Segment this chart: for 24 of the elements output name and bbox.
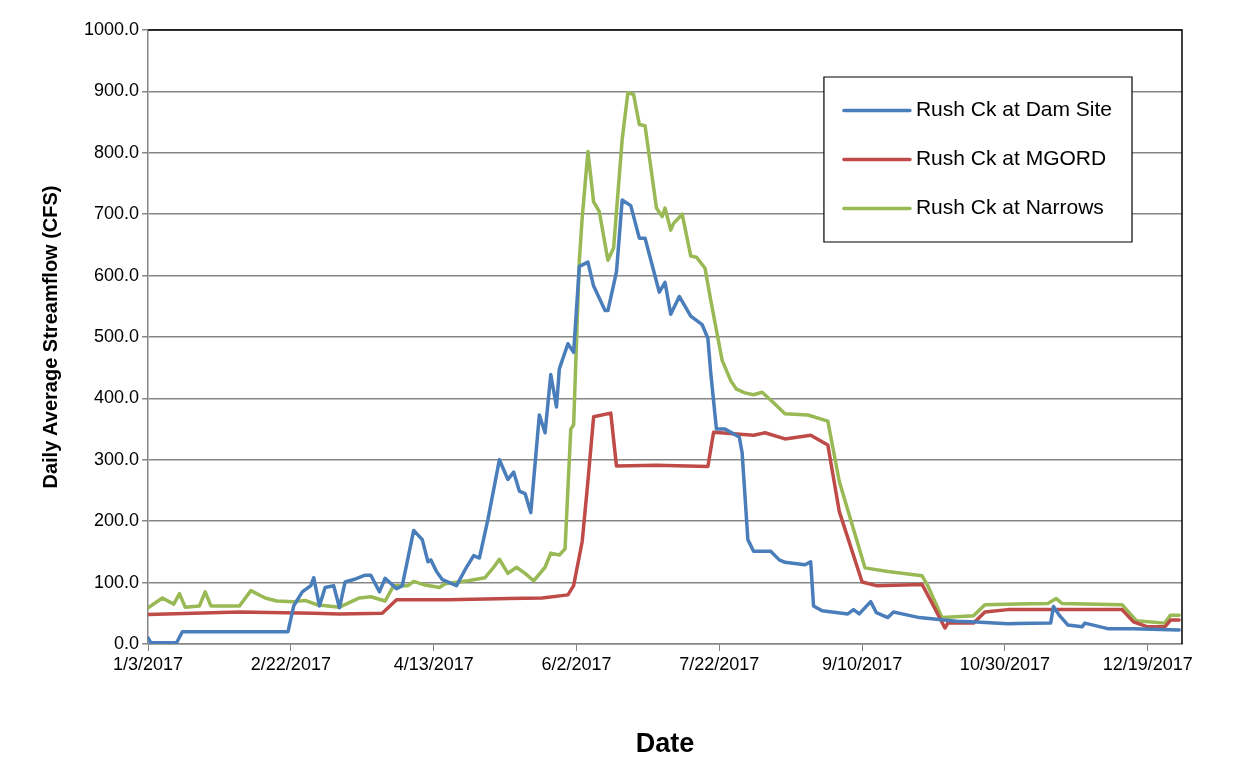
legend-label: Rush Ck at Dam Site bbox=[915, 97, 1113, 121]
x-tick-label: 2/22/2017 bbox=[250, 653, 331, 674]
legend-label: Rush Ck at MGORD bbox=[915, 146, 1107, 170]
x-tick-label: 10/30/2017 bbox=[959, 653, 1050, 674]
y-tick-label: 300.0 bbox=[94, 448, 140, 469]
y-tick-label: 600.0 bbox=[94, 264, 140, 285]
x-tick-label: 12/19/2017 bbox=[1102, 653, 1193, 674]
x-axis-title: Date bbox=[635, 728, 695, 759]
legend-label: Rush Ck at Narrows bbox=[915, 195, 1104, 219]
y-axis-title: Daily Average Streamflow (CFS) bbox=[38, 185, 61, 489]
y-tick-label: 500.0 bbox=[94, 325, 140, 346]
y-tick-label: 1000.0 bbox=[83, 18, 140, 39]
y-tick-label: 200.0 bbox=[94, 510, 140, 531]
y-tick-label: 900.0 bbox=[94, 80, 140, 101]
y-tick-label: 100.0 bbox=[94, 571, 140, 592]
y-tick-label: 400.0 bbox=[94, 387, 140, 408]
x-tick-label: 4/13/2017 bbox=[393, 653, 474, 674]
x-tick-label: 6/2/2017 bbox=[541, 653, 612, 674]
y-tick-label: 0.0 bbox=[114, 632, 140, 653]
x-tick-label: 7/22/2017 bbox=[679, 653, 760, 674]
x-tick-label: 1/3/2017 bbox=[113, 653, 184, 674]
y-tick-label: 700.0 bbox=[94, 203, 140, 224]
x-tick-label: 9/10/2017 bbox=[822, 653, 903, 674]
y-tick-label: 800.0 bbox=[94, 141, 140, 162]
